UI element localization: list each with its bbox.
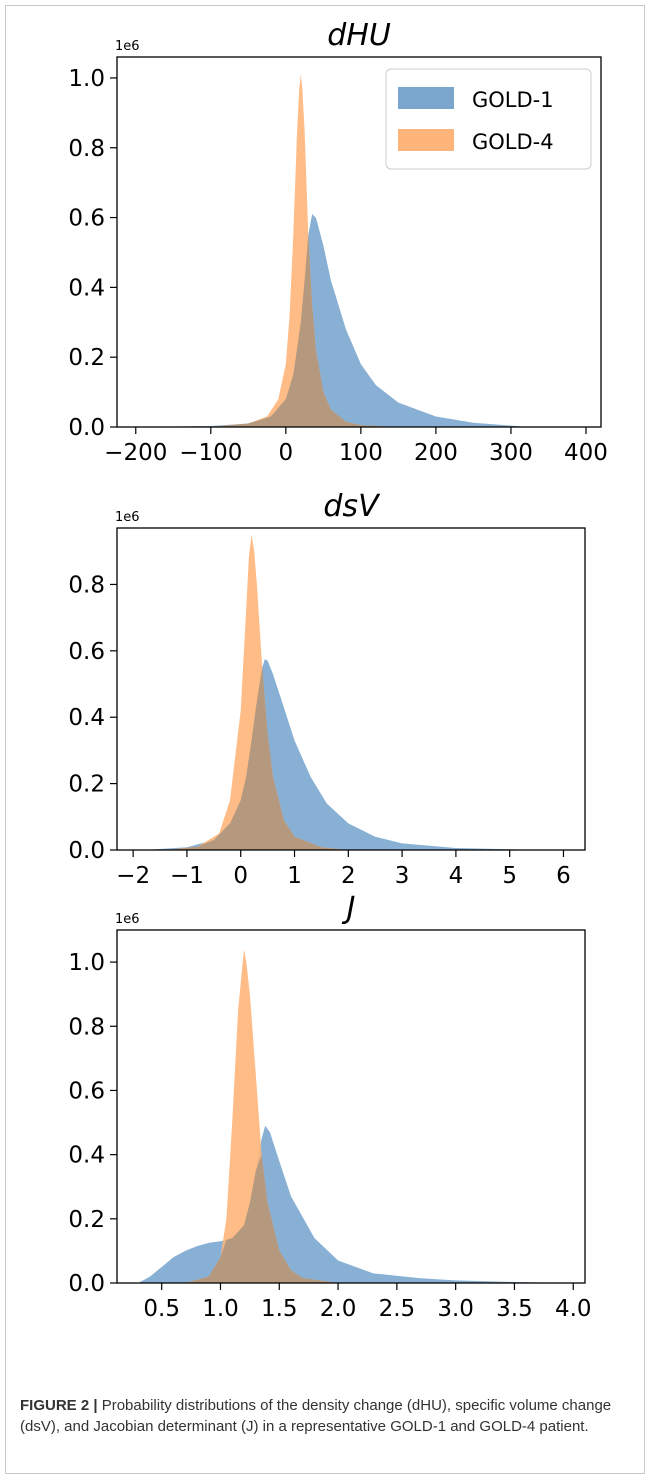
x-tick-label: 4 [449,863,464,889]
x-tick-label: 6 [556,863,571,889]
chart-0: 0.0 0.2 0.4 0.6 0.8 1.0 −200 −100 0 100 200 300 400 1… [68,18,608,466]
series-overlap [138,1154,574,1283]
chart-title: J [342,891,356,926]
y-tick-label: 0.2 [68,772,105,798]
x-tick-label: 3.0 [437,1296,474,1322]
y-tick-label: 0.4 [68,275,105,301]
x-tick-label: 200 [414,440,458,466]
x-tick-label: 1.5 [261,1296,298,1322]
y-offset-label: 1e6 [115,912,140,927]
y-tick-label: 0.4 [68,1143,105,1169]
y-tick-label: 0.0 [68,1271,105,1297]
y-tick-label: 0.8 [68,572,105,598]
series-area-gold-4 [165,534,349,850]
figure-frame [5,5,645,1474]
chart-1: 0.0 0.2 0.4 0.6 0.8 −2 −1 0 1 2 3 4 5 6 1e6 dsV [68,489,586,889]
figure-charts: 0.0 0.2 0.4 0.6 0.8 1.0 −200 −100 0 100 200 300 400 1… [68,18,608,1322]
chart-title: dsV [323,489,381,524]
axes-frame [116,56,602,428]
y-tick-label: 0.8 [68,1014,105,1040]
y-tick-label: 0.8 [68,136,105,162]
y-tick-label: 0.6 [68,639,105,665]
y-tick-label: 0.0 [68,838,105,864]
axes-frame [116,929,586,1284]
y-tick-label: 0.2 [68,345,105,371]
legend-label-gold-1: GOLD-1 [472,88,554,112]
legend-label-gold-4: GOLD-4 [472,130,554,154]
x-tick-label: 1 [287,863,302,889]
figure-caption: FIGURE 2 | Probability distributions of … [20,1395,635,1437]
y-tick-label: 0.0 [68,415,105,441]
y-tick-label: 1.0 [68,950,105,976]
legend: GOLD-1 GOLD-4 [385,68,592,170]
series-area-gold-1 [128,214,530,427]
x-tick-label: 0 [279,440,294,466]
y-tick-label: 0.6 [68,206,105,232]
x-tick-label: 4.0 [555,1296,592,1322]
x-tick-label: 2.0 [320,1296,357,1322]
x-tick-label: −2 [116,863,150,889]
x-tick-label: 2.5 [379,1296,416,1322]
x-tick-label: −100 [179,440,242,466]
chart-title: dHU [327,18,391,53]
y-tick-label: 0.4 [68,705,105,731]
x-tick-label: 0.5 [143,1296,180,1322]
x-tick-label: −1 [170,863,204,889]
legend-swatch-gold-4 [398,129,454,151]
legend-swatch-gold-1 [398,87,454,109]
series-overlap [143,667,537,850]
series-area-gold-1 [143,659,537,850]
legend-box [385,68,592,170]
x-tick-label: 2 [341,863,356,889]
y-tick-label: 1.0 [68,66,105,92]
series-area-gold-4 [210,74,399,427]
x-tick-label: 0 [233,863,248,889]
x-tick-label: 100 [339,440,383,466]
y-tick-label: 0.6 [68,1078,105,1104]
y-offset-label: 1e6 [115,39,140,54]
x-tick-label: 300 [489,440,533,466]
y-offset-label: 1e6 [115,510,140,525]
axes-frame [116,527,586,851]
series-area-gold-1 [138,1125,574,1283]
x-tick-label: 1.0 [202,1296,239,1322]
figure-caption-text: Probability distributions of the density… [20,1397,612,1435]
x-tick-label: 3 [395,863,410,889]
x-tick-label: 3.5 [496,1296,533,1322]
x-tick-label: −200 [104,440,167,466]
y-tick-label: 0.2 [68,1207,105,1233]
x-tick-label: 400 [564,440,608,466]
x-tick-label: 5 [502,863,517,889]
figure-caption-label: FIGURE 2 | [20,1397,98,1414]
chart-2: 0.0 0.2 0.4 0.6 0.8 1.0 0.5 1.0 1.5 2.0 2.5 3.0 3.5 4… [68,891,591,1322]
